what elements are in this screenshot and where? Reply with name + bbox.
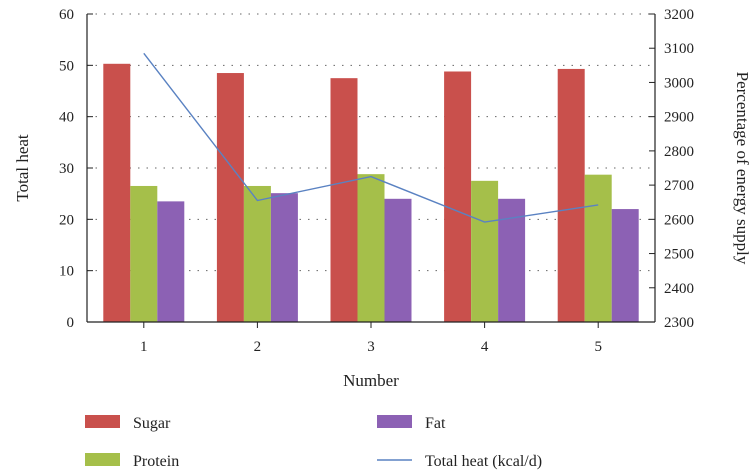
- legend-label: Total heat (kcal/d): [425, 453, 542, 470]
- y2-tick-label: 2300: [664, 315, 694, 331]
- y2-tick-label: 3200: [664, 7, 694, 23]
- y2-tick-label: 2400: [664, 281, 694, 297]
- y-tick-label: 40: [59, 110, 74, 126]
- x-tick-label: 1: [140, 339, 148, 355]
- legend-item-protein: Protein: [85, 453, 179, 470]
- tick-labels: 0 10 20 30 40 50 60 2300 2400 2500 2600 2700 2800 290…: [59, 7, 694, 355]
- bar-protein-5: [584, 174, 612, 322]
- bar-sugar-2: [216, 73, 244, 323]
- legend-label: Protein: [133, 453, 179, 470]
- bars: [103, 63, 639, 323]
- y2-tick-label: 2600: [664, 212, 694, 228]
- bar-fat-5: [611, 209, 639, 322]
- legend-label: Fat: [425, 415, 446, 432]
- bar-fat-1: [157, 201, 185, 322]
- y-axis-title: Total heat: [13, 134, 32, 202]
- y2-tick-label: 2500: [664, 247, 694, 263]
- y2-axis-title: Percentage of energy supply: [733, 72, 752, 265]
- y2-tick-label: 2800: [664, 144, 694, 160]
- total-heat-line-group: [143, 52, 599, 223]
- axes: [86, 13, 656, 328]
- bar-sugar-5: [557, 68, 585, 322]
- bar-sugar-3: [330, 78, 358, 323]
- y-tick-label: 30: [59, 161, 74, 177]
- x-tick-label: 2: [254, 339, 262, 355]
- bar-protein-2: [243, 185, 271, 322]
- y2-tick-label: 3000: [664, 75, 694, 91]
- bar-sugar-1: [103, 63, 131, 322]
- x-tick-label: 4: [481, 339, 489, 355]
- legend-swatch: [377, 415, 412, 428]
- y-tick-label: 50: [59, 58, 74, 74]
- x-axis-title: Number: [343, 371, 399, 390]
- y2-tick-label: 2900: [664, 110, 694, 126]
- bar-fat-2: [270, 193, 298, 322]
- legend-item-sugar: Sugar: [85, 415, 171, 432]
- bar-sugar-4: [444, 71, 472, 322]
- y-tick-label: 10: [59, 264, 74, 280]
- bar-protein-1: [130, 185, 158, 322]
- bar-protein-4: [471, 180, 499, 322]
- legend-swatch: [85, 415, 120, 428]
- y2-tick-label: 3100: [664, 41, 694, 57]
- bar-protein-3: [357, 174, 385, 322]
- y-tick-label: 60: [59, 7, 74, 23]
- x-tick-label: 3: [367, 339, 375, 355]
- legend-swatch: [85, 453, 120, 466]
- legend: Sugar Fat Protein Total heat (kcal/d): [85, 415, 542, 470]
- y-tick-label: 0: [67, 315, 75, 331]
- y2-tick-label: 2700: [664, 178, 694, 194]
- legend-item-fat: Fat: [377, 415, 446, 432]
- legend-label: Sugar: [133, 415, 171, 432]
- x-tick-label: 5: [594, 339, 602, 355]
- legend-item-total: Total heat (kcal/d): [377, 453, 542, 470]
- y-tick-label: 20: [59, 212, 74, 228]
- bar-fat-3: [384, 198, 412, 322]
